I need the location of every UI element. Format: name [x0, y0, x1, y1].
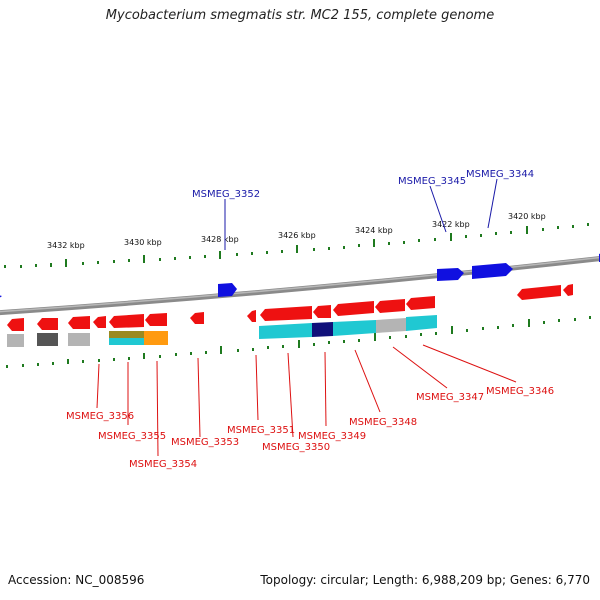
forward-genes	[0, 253, 600, 298]
gene-red[interactable]	[406, 296, 435, 310]
map-title: Mycobacterium smegmatis str. MC2 155, co…	[105, 8, 495, 23]
feature-cyan-long[interactable]	[259, 323, 312, 339]
genome-summary-text: Topology: circular; Length: 6,988,209 bp…	[260, 573, 590, 587]
reverse-tick-track	[6, 316, 591, 368]
feature-gray[interactable]	[7, 334, 24, 347]
kbp-label: 3432 kbp	[47, 241, 85, 250]
gene-label-msmeg-3356[interactable]: MSMEG_3356	[66, 411, 134, 422]
gene-red[interactable]	[333, 301, 374, 316]
reverse-genes	[7, 284, 573, 331]
reverse-leaders	[96, 344, 517, 457]
feature-cyan[interactable]	[406, 315, 437, 331]
kbp-label: 3422 kbp	[432, 220, 470, 229]
gene-label-msmeg-3348[interactable]: MSMEG_3348	[349, 417, 417, 428]
feature-dark-gray[interactable]	[37, 333, 58, 346]
feature-cyan[interactable]	[109, 338, 144, 345]
feature-orange[interactable]	[144, 331, 168, 345]
gene-red[interactable]	[109, 314, 144, 328]
gene-red[interactable]	[37, 318, 58, 330]
gene-label-msmeg-3351[interactable]: MSMEG_3351	[227, 425, 295, 436]
gene-msmeg-3345[interactable]	[437, 268, 464, 281]
gene-red[interactable]	[313, 305, 331, 318]
gene-red[interactable]	[247, 310, 256, 322]
gene-red[interactable]	[190, 312, 204, 324]
gene-label-msmeg-3346[interactable]: MSMEG_3346	[486, 386, 554, 397]
gene-red[interactable]	[375, 299, 405, 313]
feature-navy[interactable]	[312, 322, 333, 337]
gene-label-msmeg-3349[interactable]: MSMEG_3349	[298, 431, 366, 442]
gene-partial-left	[0, 295, 2, 298]
gene-label-msmeg-3355[interactable]: MSMEG_3355	[98, 431, 166, 442]
gene-label-msmeg-3344[interactable]: MSMEG_3344	[466, 169, 534, 180]
gene-label-msmeg-3352[interactable]: MSMEG_3352	[192, 189, 260, 200]
gene-msmeg-3344[interactable]	[472, 263, 513, 279]
accession-text: Accession: NC_008596	[8, 573, 145, 587]
gene-red[interactable]	[93, 316, 106, 328]
gene-msmeg-3352[interactable]	[218, 283, 237, 297]
forward-labels	[224, 178, 498, 250]
kbp-label: 3426 kbp	[278, 231, 316, 240]
gene-label-msmeg-3345[interactable]: MSMEG_3345	[398, 176, 466, 187]
gene-red[interactable]	[7, 318, 24, 331]
kbp-label: 3420 kbp	[508, 212, 546, 221]
gene-label-msmeg-3350[interactable]: MSMEG_3350	[262, 442, 330, 453]
gene-red[interactable]	[68, 316, 90, 329]
gene-red[interactable]	[145, 313, 167, 326]
feature-track	[7, 315, 437, 347]
gene-red[interactable]	[517, 285, 561, 300]
genome-backbone	[0, 256, 600, 316]
kbp-label: 3428 kbp	[201, 235, 239, 244]
gene-red[interactable]	[260, 306, 312, 321]
gene-label-msmeg-3354[interactable]: MSMEG_3354	[129, 459, 197, 470]
kbp-label: 3424 kbp	[355, 226, 393, 235]
feature-cyan[interactable]	[333, 320, 376, 336]
feature-gray[interactable]	[376, 318, 406, 333]
gene-label-msmeg-3353[interactable]: MSMEG_3353	[171, 437, 239, 448]
kbp-label: 3430 kbp	[124, 238, 162, 247]
gene-label-msmeg-3347[interactable]: MSMEG_3347	[416, 392, 484, 403]
feature-olive[interactable]	[109, 331, 144, 338]
gene-red[interactable]	[563, 284, 573, 296]
feature-gray[interactable]	[68, 333, 90, 346]
forward-tick-track	[4, 223, 589, 268]
